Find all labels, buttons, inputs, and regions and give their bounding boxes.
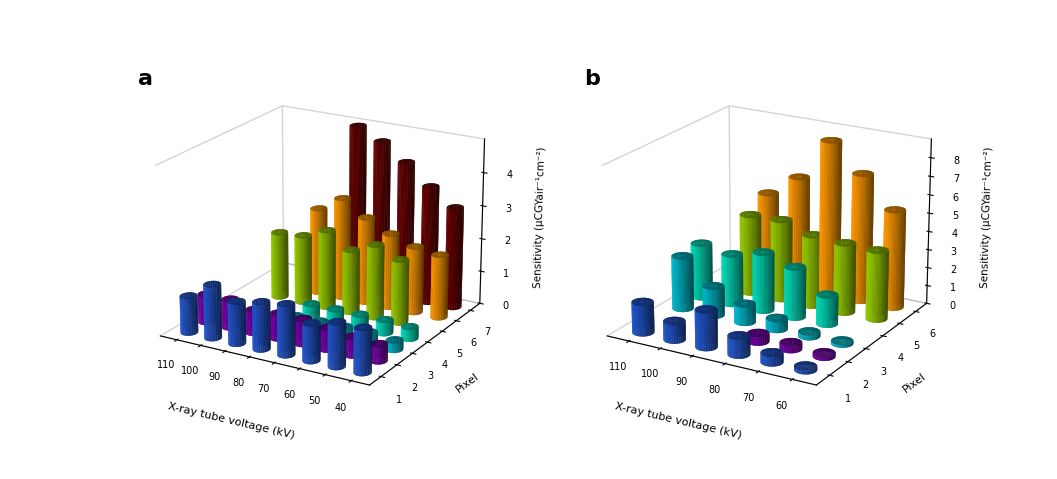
Y-axis label: Pixel: Pixel xyxy=(453,371,481,394)
Text: b: b xyxy=(585,68,600,89)
X-axis label: X-ray tube voltage (kV): X-ray tube voltage (kV) xyxy=(167,402,295,441)
Text: a: a xyxy=(137,68,152,89)
Y-axis label: Pixel: Pixel xyxy=(901,371,927,394)
X-axis label: X-ray tube voltage (kV): X-ray tube voltage (kV) xyxy=(614,402,742,441)
